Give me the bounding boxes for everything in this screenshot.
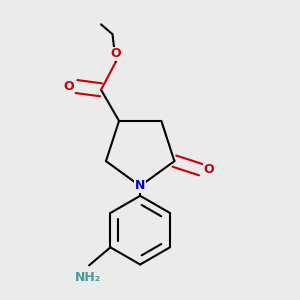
Text: O: O	[63, 80, 74, 93]
Text: NH₂: NH₂	[74, 271, 101, 284]
Text: N: N	[135, 179, 146, 193]
Text: O: O	[110, 47, 121, 60]
Text: O: O	[204, 163, 214, 176]
